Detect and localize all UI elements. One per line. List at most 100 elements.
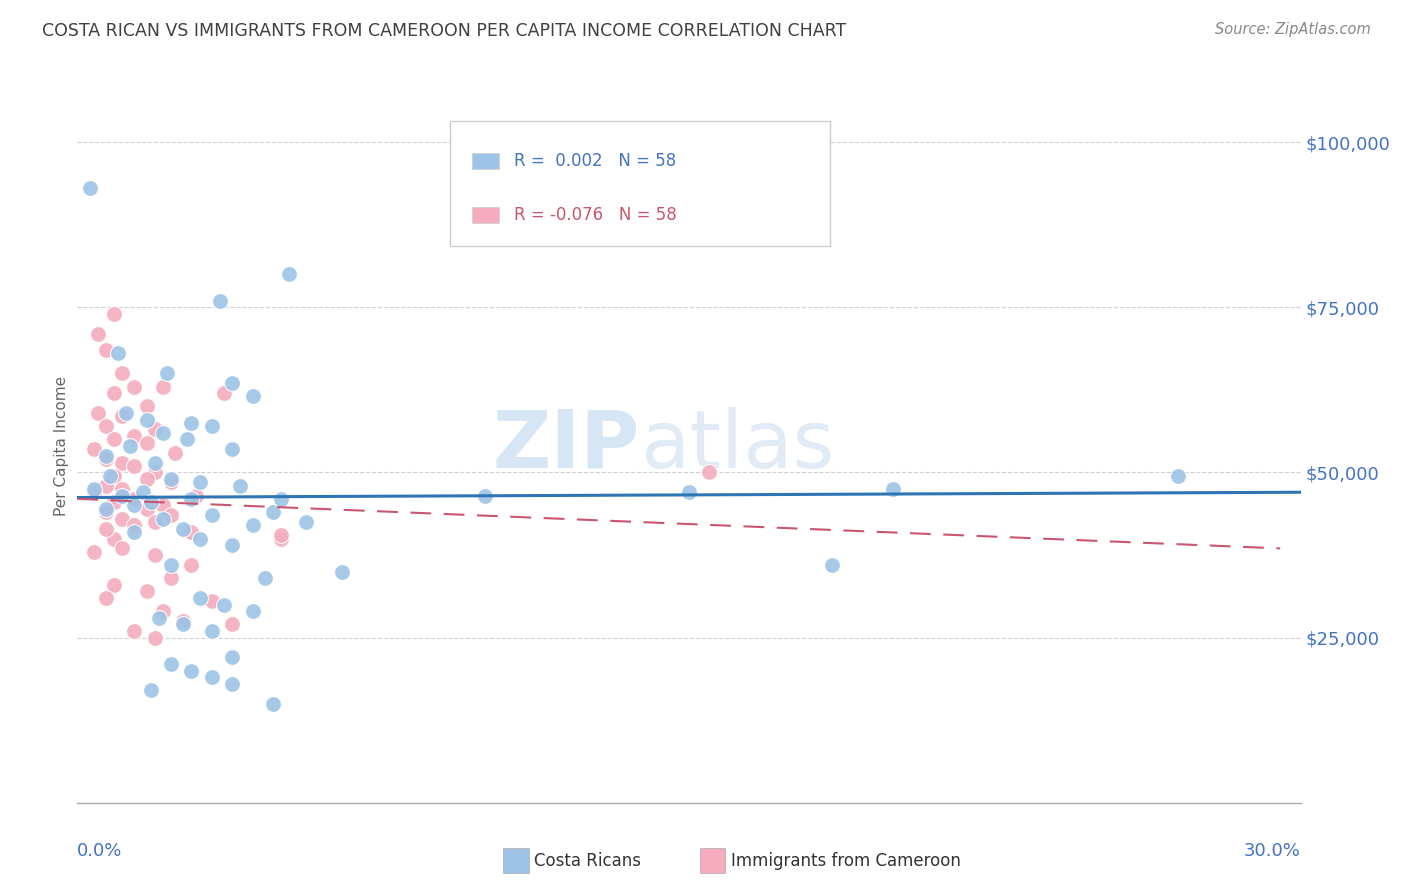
- Point: [172, 522, 194, 536]
- Point: [83, 442, 105, 457]
- Point: [111, 482, 134, 496]
- Point: [270, 532, 292, 546]
- Point: [111, 511, 134, 525]
- Point: [212, 386, 235, 401]
- Point: [882, 482, 904, 496]
- Point: [103, 386, 125, 401]
- Point: [83, 482, 105, 496]
- Point: [221, 442, 243, 457]
- Point: [135, 412, 157, 426]
- Point: [201, 594, 224, 608]
- Text: R =  0.002   N = 58: R = 0.002 N = 58: [515, 153, 676, 170]
- Point: [103, 495, 125, 509]
- Point: [180, 664, 202, 678]
- Point: [124, 458, 146, 473]
- Point: [1167, 468, 1189, 483]
- Point: [94, 478, 117, 492]
- Point: [209, 293, 232, 308]
- Point: [180, 416, 202, 430]
- Text: Immigrants from Cameroon: Immigrants from Cameroon: [731, 852, 960, 870]
- Point: [124, 429, 146, 443]
- Point: [124, 624, 146, 638]
- Point: [165, 445, 187, 459]
- Point: [221, 376, 243, 391]
- Point: [135, 584, 157, 599]
- Bar: [472, 207, 499, 223]
- Point: [201, 670, 224, 684]
- Point: [221, 538, 243, 552]
- Point: [152, 425, 174, 440]
- Point: [152, 511, 174, 525]
- Point: [270, 528, 292, 542]
- Point: [160, 657, 183, 671]
- Point: [87, 406, 110, 420]
- Point: [139, 495, 162, 509]
- Point: [201, 624, 224, 638]
- FancyBboxPatch shape: [450, 121, 830, 246]
- Point: [242, 604, 264, 618]
- Point: [83, 485, 105, 500]
- Point: [160, 508, 183, 523]
- Point: [821, 558, 844, 572]
- Point: [124, 491, 146, 506]
- Point: [160, 558, 183, 572]
- Point: [94, 591, 117, 605]
- Point: [131, 485, 153, 500]
- Bar: [472, 153, 499, 169]
- Point: [172, 614, 194, 628]
- Point: [124, 379, 146, 393]
- Point: [94, 505, 117, 519]
- Point: [262, 505, 284, 519]
- Point: [135, 400, 157, 414]
- Text: ZIP: ZIP: [492, 407, 640, 485]
- Point: [152, 604, 174, 618]
- Point: [148, 611, 170, 625]
- Point: [135, 435, 157, 450]
- Point: [83, 545, 105, 559]
- Point: [184, 489, 207, 503]
- Point: [94, 522, 117, 536]
- Point: [115, 406, 138, 420]
- Point: [294, 515, 316, 529]
- Point: [135, 472, 157, 486]
- Point: [278, 267, 301, 281]
- Point: [103, 468, 125, 483]
- Point: [180, 558, 202, 572]
- Point: [221, 677, 243, 691]
- Text: atlas: atlas: [640, 407, 834, 485]
- Point: [201, 508, 224, 523]
- Point: [94, 419, 117, 434]
- Point: [188, 591, 211, 605]
- Point: [107, 346, 129, 360]
- Point: [180, 491, 202, 506]
- Point: [103, 532, 125, 546]
- Point: [229, 478, 252, 492]
- Point: [111, 541, 134, 556]
- Point: [156, 367, 179, 381]
- Point: [242, 389, 264, 403]
- Point: [103, 578, 125, 592]
- Point: [94, 343, 117, 358]
- Point: [332, 565, 354, 579]
- Point: [152, 499, 174, 513]
- Point: [79, 181, 101, 195]
- Point: [201, 419, 224, 434]
- Point: [98, 468, 121, 483]
- Point: [143, 422, 166, 436]
- Point: [262, 697, 284, 711]
- Point: [678, 485, 700, 500]
- Point: [160, 475, 183, 490]
- Point: [188, 475, 211, 490]
- Point: [221, 617, 243, 632]
- Point: [124, 524, 146, 539]
- Point: [111, 409, 134, 424]
- Point: [270, 491, 292, 506]
- Point: [103, 433, 125, 447]
- Point: [143, 548, 166, 562]
- Point: [188, 532, 211, 546]
- Text: R = -0.076   N = 58: R = -0.076 N = 58: [515, 206, 676, 224]
- Point: [699, 466, 721, 480]
- Point: [160, 472, 183, 486]
- Point: [143, 515, 166, 529]
- Point: [94, 449, 117, 463]
